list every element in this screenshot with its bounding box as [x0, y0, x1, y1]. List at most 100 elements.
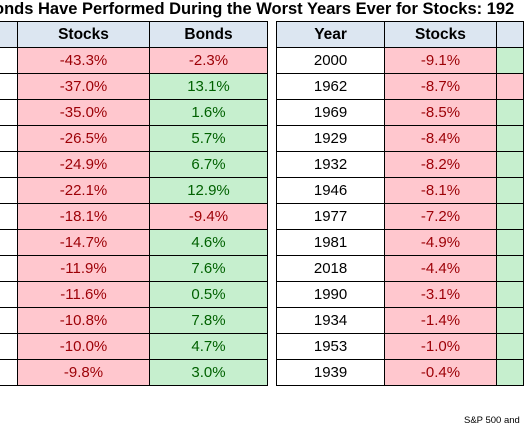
stocks-cell: -14.7% [17, 229, 150, 256]
year-header: Year [275, 21, 386, 48]
year-cell: 1977 [275, 203, 386, 230]
stocks-cell: -9.8% [17, 359, 150, 386]
stocks-cell: -1.4% [384, 307, 497, 334]
bonds-cell: 12.9% [149, 177, 268, 204]
table-row: 1934 -1.4% [275, 307, 524, 334]
table-row: -10.8% 7.8% [0, 307, 268, 334]
page-title: onds Have Performed During the Worst Yea… [0, 0, 515, 18]
bonds-cell: -9.4% [149, 203, 268, 230]
table-row: 1969 -8.5% [275, 99, 524, 126]
clipped-cell [495, 333, 524, 360]
stocks-cell: -37.0% [17, 73, 150, 100]
table-row: 1953 -1.0% [275, 333, 524, 360]
bonds-cell: 6.7% [149, 151, 268, 178]
blank-cell [0, 99, 18, 126]
year-cell: 1939 [275, 359, 386, 386]
blank-cell [0, 177, 18, 204]
table-row: -18.1% -9.4% [0, 203, 268, 230]
stocks-header: Stocks [384, 21, 497, 48]
year-cell: 1953 [275, 333, 386, 360]
table-row: -26.5% 5.7% [0, 125, 268, 152]
stocks-cell: -22.1% [17, 177, 150, 204]
stocks-cell: -8.1% [384, 177, 497, 204]
blank-cell [0, 229, 18, 256]
stocks-cell: -26.5% [17, 125, 150, 152]
table-row: -14.7% 4.6% [0, 229, 268, 256]
year-cell: 1981 [275, 229, 386, 256]
stocks-cell: -35.0% [17, 99, 150, 126]
table-row: -35.0% 1.6% [0, 99, 268, 126]
table-row: 1929 -8.4% [275, 125, 524, 152]
stocks-cell: -24.9% [17, 151, 150, 178]
table-row: -11.6% 0.5% [0, 281, 268, 308]
stocks-cell: -4.4% [384, 255, 497, 282]
clipped-cell [495, 151, 524, 178]
blank-cell [0, 307, 18, 334]
bonds-cell: 3.0% [149, 359, 268, 386]
table-row: 2000 -9.1% [275, 47, 524, 74]
table-row: -10.0% 4.7% [0, 333, 268, 360]
bonds-header: Bonds [149, 21, 268, 48]
stocks-cell: -8.2% [384, 151, 497, 178]
stocks-cell: -1.0% [384, 333, 497, 360]
blank-cell [0, 255, 18, 282]
year-cell: 1946 [275, 177, 386, 204]
table-row: -22.1% 12.9% [0, 177, 268, 204]
bonds-cell: 7.6% [149, 255, 268, 282]
table-row: -11.9% 7.6% [0, 255, 268, 282]
bonds-cell: 1.6% [149, 99, 268, 126]
clipped-cell [495, 229, 524, 256]
clipped-cell [495, 281, 524, 308]
blank-header [0, 21, 18, 48]
year-cell: 1962 [275, 73, 386, 100]
bonds-cell: 0.5% [149, 281, 268, 308]
left-returns-table: Stocks Bonds -43.3% -2.3% -37.0% 13.1% -35.0%… [0, 21, 268, 386]
bonds-cell: 4.6% [149, 229, 268, 256]
clipped-cell [495, 99, 524, 126]
clipped-cell [495, 47, 524, 74]
bonds-cell: -2.3% [149, 47, 268, 74]
blank-cell [0, 359, 18, 386]
stocks-cell: -3.1% [384, 281, 497, 308]
blank-cell [0, 281, 18, 308]
table-row: -24.9% 6.7% [0, 151, 268, 178]
clipped-cell [495, 177, 524, 204]
bonds-cell: 7.8% [149, 307, 268, 334]
stocks-cell: -8.4% [384, 125, 497, 152]
year-cell: 2000 [275, 47, 386, 74]
clipped-header [495, 21, 524, 48]
clipped-cell [495, 73, 524, 100]
table-row: -9.8% 3.0% [0, 359, 268, 386]
clipped-cell [495, 255, 524, 282]
clipped-cell [495, 203, 524, 230]
year-cell: 1934 [275, 307, 386, 334]
source-note: S&P 500 and [464, 415, 520, 426]
stocks-cell: -9.1% [384, 47, 497, 74]
bonds-cell: 13.1% [149, 73, 268, 100]
clipped-cell [495, 359, 524, 386]
table-row: -43.3% -2.3% [0, 47, 268, 74]
table-row: 1962 -8.7% [275, 73, 524, 100]
right-returns-table: Year Stocks 2000 -9.1% 1962 -8.7% 1969 -8.5% 19… [275, 21, 524, 386]
stocks-cell: -0.4% [384, 359, 497, 386]
year-cell: 2018 [275, 255, 386, 282]
blank-cell [0, 125, 18, 152]
year-cell: 1990 [275, 281, 386, 308]
table-row: 1977 -7.2% [275, 203, 524, 230]
blank-cell [0, 73, 18, 100]
table-row: 1932 -8.2% [275, 151, 524, 178]
stocks-cell: -8.7% [384, 73, 497, 100]
stocks-cell: -4.9% [384, 229, 497, 256]
stocks-cell: -7.2% [384, 203, 497, 230]
stocks-cell: -11.6% [17, 281, 150, 308]
bonds-cell: 5.7% [149, 125, 268, 152]
stocks-cell: -10.0% [17, 333, 150, 360]
stocks-cell: -18.1% [17, 203, 150, 230]
blank-cell [0, 203, 18, 230]
year-cell: 1932 [275, 151, 386, 178]
stocks-cell: -10.8% [17, 307, 150, 334]
year-cell: 1929 [275, 125, 386, 152]
clipped-cell [495, 125, 524, 152]
stocks-cell: -43.3% [17, 47, 150, 74]
stocks-cell: -11.9% [17, 255, 150, 282]
